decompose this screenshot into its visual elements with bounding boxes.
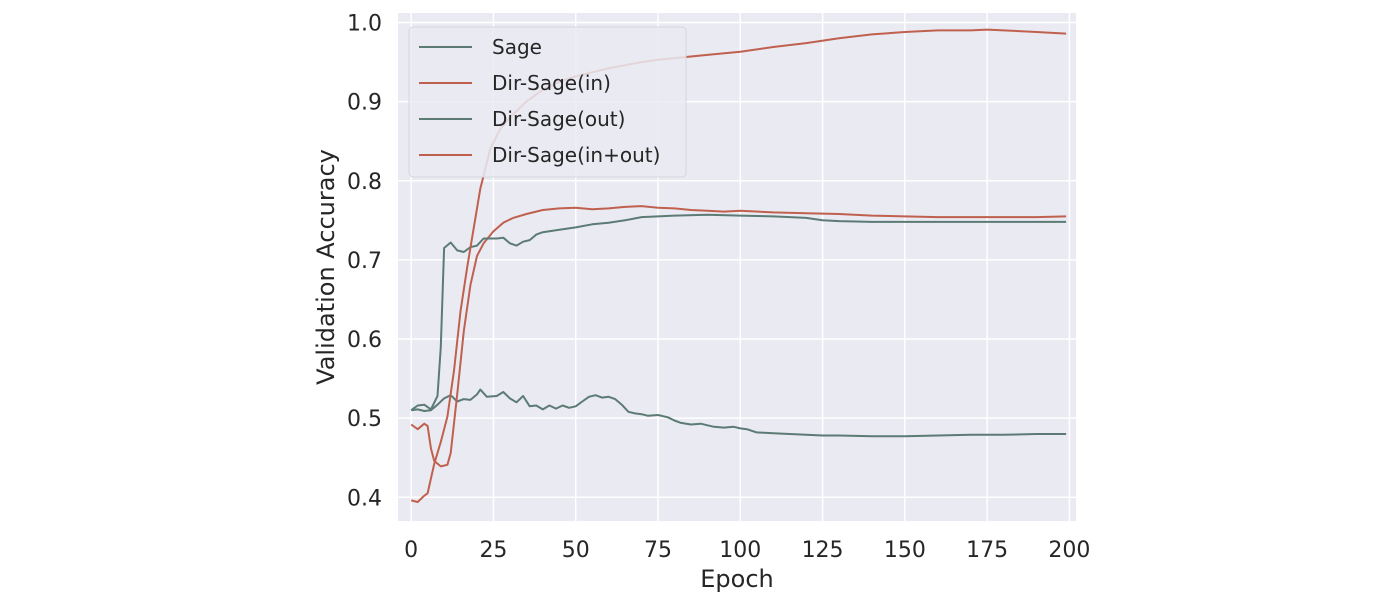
y-tick-label: 0.7	[347, 249, 382, 274]
y-axis-label: Validation Accuracy	[312, 149, 340, 385]
legend-label-0: Sage	[492, 35, 542, 59]
x-tick-label: 0	[404, 538, 418, 563]
x-tick-label: 100	[719, 538, 761, 563]
y-tick-label: 0.6	[347, 328, 382, 353]
legend: Sage Dir-Sage(in) Dir-Sage(out) Dir-Sage(in…	[408, 26, 687, 178]
x-tick-label: 200	[1048, 538, 1090, 563]
legend-box	[408, 26, 687, 178]
x-tick-label: 25	[479, 538, 507, 563]
y-tick-label: 0.8	[347, 170, 382, 195]
x-tick-label: 125	[802, 538, 844, 563]
x-axis-label: Epoch	[700, 565, 774, 593]
legend-label-3: Dir-Sage(in+out)	[492, 143, 660, 167]
series-line-2	[410, 213, 1067, 412]
y-tick-label: 1.0	[347, 11, 382, 36]
series-line-1	[410, 205, 1067, 468]
legend-label-1: Dir-Sage(in)	[492, 71, 611, 95]
x-tick-label: 150	[884, 538, 926, 563]
legend-label-2: Dir-Sage(out)	[492, 107, 625, 131]
series-line-0	[411, 388, 1067, 438]
x-tick-labels: 0 25 50 75 100 125 150 175 200	[404, 538, 1090, 563]
x-tick-label: 175	[966, 538, 1008, 563]
y-tick-label: 0.9	[347, 91, 382, 116]
x-tick-label: 50	[562, 538, 590, 563]
y-tick-label: 0.5	[347, 407, 382, 432]
y-tick-label: 0.4	[347, 486, 382, 511]
x-tick-label: 75	[644, 538, 672, 563]
y-tick-labels: 0.4 0.5 0.6 0.7 0.8 0.9 1.0	[347, 11, 382, 511]
series-lines	[410, 28, 1067, 503]
